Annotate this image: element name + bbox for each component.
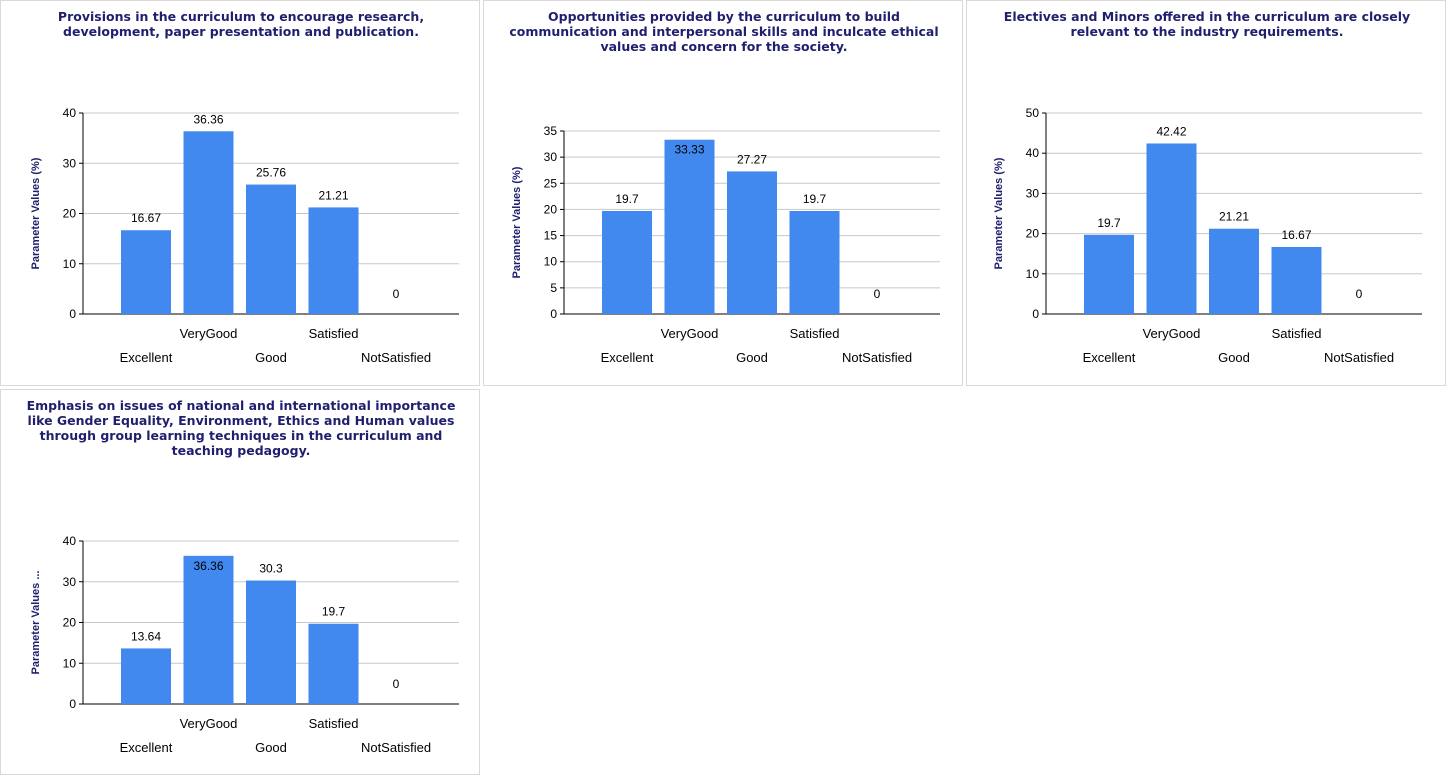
bar xyxy=(1146,143,1197,314)
chart-title: Provisions in the curriculum to encourag… xyxy=(57,9,425,39)
y-tick-label: 40 xyxy=(63,106,77,120)
y-axis-label: Parameter Values (%) xyxy=(30,157,42,269)
chart-title: Opportunities provided by the curriculum… xyxy=(509,9,939,54)
data-label: 0 xyxy=(393,287,400,301)
y-tick-label: 50 xyxy=(1026,106,1040,120)
data-label: 19.7 xyxy=(615,192,639,206)
category-label: Good xyxy=(255,350,287,365)
category-label: Good xyxy=(736,350,768,365)
data-label: 0 xyxy=(874,287,881,301)
chart-panel-communication: Opportunities provided by the curriculum… xyxy=(483,0,963,386)
category-label: Excellent xyxy=(601,350,654,365)
category-label: NotSatisfied xyxy=(1324,350,1394,365)
bar xyxy=(183,131,234,314)
chart-panel-research: Provisions in the curriculum to encourag… xyxy=(0,0,480,386)
bar xyxy=(1084,234,1134,314)
y-tick-label: 15 xyxy=(544,229,558,243)
y-tick-label: 30 xyxy=(63,575,77,589)
data-label: 21.21 xyxy=(1219,210,1249,224)
y-tick-label: 0 xyxy=(69,307,76,321)
data-label: 16.67 xyxy=(131,211,161,225)
category-label: NotSatisfied xyxy=(842,350,912,365)
category-label: Excellent xyxy=(120,350,173,365)
data-label: 19.7 xyxy=(803,192,827,206)
bar xyxy=(727,171,777,314)
bar xyxy=(183,555,234,704)
y-tick-label: 30 xyxy=(544,150,558,164)
y-tick-label: 35 xyxy=(544,124,558,138)
bar xyxy=(789,210,840,314)
chart-panel-national-issues: Emphasis on issues of national and inter… xyxy=(0,389,480,775)
category-label: VeryGood xyxy=(180,326,238,341)
category-label: Excellent xyxy=(1083,350,1136,365)
y-tick-label: 30 xyxy=(1026,186,1040,200)
bar xyxy=(308,207,359,314)
data-label: 27.27 xyxy=(737,152,767,166)
category-label: VeryGood xyxy=(661,326,719,341)
y-tick-label: 0 xyxy=(550,307,557,321)
y-tick-label: 20 xyxy=(1026,227,1040,241)
category-label: Satisfied xyxy=(1272,326,1322,341)
category-label: Good xyxy=(1218,350,1250,365)
y-tick-label: 10 xyxy=(544,255,558,269)
y-tick-label: 20 xyxy=(63,207,77,221)
data-label: 16.67 xyxy=(1281,228,1311,242)
y-tick-label: 0 xyxy=(69,697,76,711)
y-tick-label: 40 xyxy=(63,534,77,548)
data-label: 42.42 xyxy=(1156,124,1186,138)
y-tick-label: 20 xyxy=(544,202,558,216)
bar xyxy=(246,184,296,314)
category-label: VeryGood xyxy=(1143,326,1201,341)
y-axis-label: Parameter Values (%) xyxy=(511,166,523,278)
y-tick-label: 10 xyxy=(63,257,77,271)
y-tick-label: 5 xyxy=(550,281,557,295)
bar xyxy=(1271,246,1322,314)
bar-chart-research: 0 10 20 30 40 Parameter Values (%) 16.67 Excell… xyxy=(30,106,459,365)
bar-chart-national-issues: 0 10 20 30 40 Parameter Values ... 13.64 Excell… xyxy=(30,534,459,755)
bar xyxy=(246,580,296,704)
chart-title: Emphasis on issues of national and inter… xyxy=(26,398,456,458)
category-label: Excellent xyxy=(120,740,173,755)
y-axis-label: Parameter Values ... xyxy=(30,571,42,675)
data-label: 21.21 xyxy=(318,188,348,202)
bar xyxy=(1209,228,1259,314)
data-label: 25.76 xyxy=(256,166,286,180)
category-label: Satisfied xyxy=(790,326,840,341)
data-label: 19.7 xyxy=(322,605,346,619)
bar-chart-communication: 0 5 10 15 20 25 30 35 Parameter Values (%) 19.7 Ex… xyxy=(511,124,940,365)
y-axis-label: Parameter Values (%) xyxy=(993,157,1005,269)
data-label: 0 xyxy=(1356,287,1363,301)
bar xyxy=(602,210,652,314)
bar xyxy=(121,648,171,704)
bar xyxy=(308,623,359,704)
y-tick-label: 10 xyxy=(63,656,77,670)
data-label: 36.36 xyxy=(193,559,223,573)
category-label: Satisfied xyxy=(309,716,359,731)
category-label: Good xyxy=(255,740,287,755)
category-label: NotSatisfied xyxy=(361,350,431,365)
chart-panel-electives: Electives and Minors offered in the curr… xyxy=(966,0,1446,386)
y-tick-label: 10 xyxy=(1026,267,1040,281)
bar xyxy=(121,230,171,314)
y-tick-label: 30 xyxy=(63,156,77,170)
category-label: Satisfied xyxy=(309,326,359,341)
bar xyxy=(664,139,715,314)
category-label: NotSatisfied xyxy=(361,740,431,755)
data-label: 19.7 xyxy=(1097,216,1121,230)
data-label: 36.36 xyxy=(193,112,223,126)
y-tick-label: 0 xyxy=(1032,307,1039,321)
y-tick-label: 40 xyxy=(1026,146,1040,160)
data-label: 0 xyxy=(393,677,400,691)
data-label: 30.3 xyxy=(259,562,283,576)
y-tick-label: 20 xyxy=(63,616,77,630)
category-label: VeryGood xyxy=(180,716,238,731)
bar-chart-electives: 0 10 20 30 40 50 Parameter Values (%) 19.7 Excel… xyxy=(993,106,1422,365)
data-label: 13.64 xyxy=(131,629,161,643)
y-tick-label: 25 xyxy=(544,176,558,190)
chart-title: Electives and Minors offered in the curr… xyxy=(1003,9,1411,39)
data-label: 33.33 xyxy=(674,143,704,157)
